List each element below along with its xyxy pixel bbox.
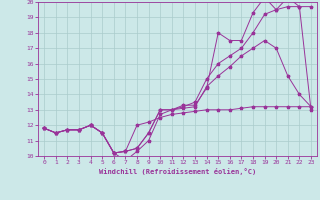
X-axis label: Windchill (Refroidissement éolien,°C): Windchill (Refroidissement éolien,°C) bbox=[99, 168, 256, 175]
